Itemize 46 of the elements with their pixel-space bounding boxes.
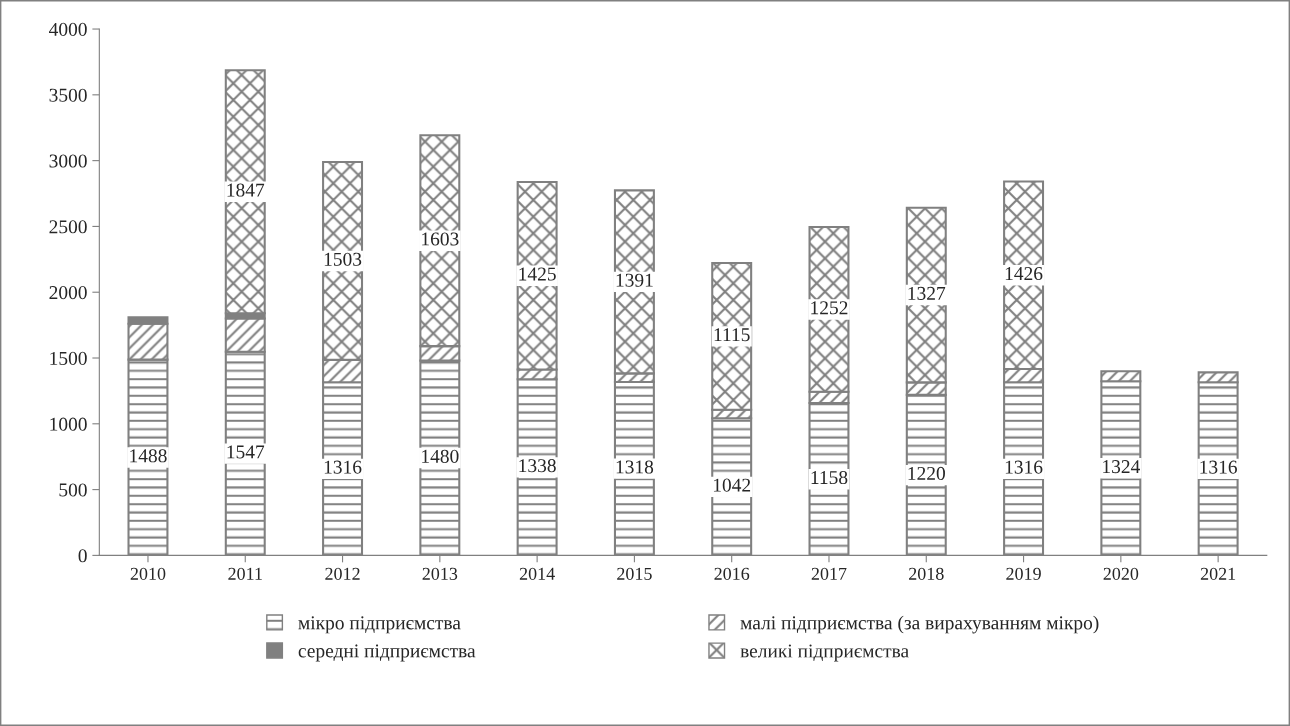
x-tick-label: 2011 (228, 567, 262, 580)
data-label: 1426 (1005, 267, 1043, 281)
data-label: 1324 (1103, 460, 1140, 474)
data-label: 1327 (908, 286, 946, 300)
x-tick-label: 2021 (1200, 567, 1236, 580)
data-label: 1488 (130, 449, 167, 463)
y-tick-label: 3000 (49, 154, 87, 168)
y-tick-label: 4000 (49, 22, 87, 36)
data-label: 1847 (227, 183, 265, 197)
y-tick-label: 3500 (49, 88, 87, 102)
legend-label: мікро підприємства (298, 616, 461, 634)
x-tick-label: 2012 (325, 567, 360, 580)
data-label: 1316 (324, 460, 362, 474)
data-label: 1547 (227, 445, 265, 459)
data-label: 1603 (422, 232, 459, 246)
y-tick-label: 0 (78, 549, 87, 563)
data-label: 1425 (519, 267, 556, 281)
y-tick-label: 1000 (50, 417, 87, 431)
y-tick-label: 2500 (49, 220, 87, 234)
x-tick-label: 2010 (130, 567, 166, 580)
data-label: 1042 (713, 478, 751, 492)
legend-label: великі підприємства (740, 644, 909, 662)
data-label: 1391 (616, 273, 653, 287)
legend-label: середні підприємства (298, 644, 476, 662)
data-label: 1158 (811, 470, 848, 485)
data-label: 1503 (324, 252, 362, 266)
x-tick-label: 2017 (811, 567, 847, 580)
legend-label: малі підприємства (за вирахуванням мікро) (740, 615, 1099, 634)
x-tick-label: 2016 (714, 567, 750, 580)
x-tick-label: 2020 (1103, 567, 1139, 580)
data-label: 1316 (1005, 460, 1043, 474)
y-tick-label: 2000 (49, 286, 87, 300)
x-tick-label: 2019 (1006, 567, 1041, 580)
data-label: 1115 (714, 328, 750, 342)
x-tick-label: 2013 (422, 567, 458, 580)
data-label: 1316 (1200, 460, 1237, 474)
x-tick-label: 2014 (519, 567, 555, 580)
x-tick-label: 2018 (909, 567, 944, 580)
data-label: 1480 (422, 449, 459, 463)
data-label: 1252 (811, 301, 848, 315)
y-tick-label: 500 (59, 483, 87, 497)
data-label: 1220 (908, 466, 945, 480)
data-label: 1338 (519, 459, 556, 473)
data-label: 1318 (616, 460, 654, 474)
x-tick-label: 2015 (617, 567, 652, 580)
y-tick-label: 1500 (50, 351, 87, 365)
